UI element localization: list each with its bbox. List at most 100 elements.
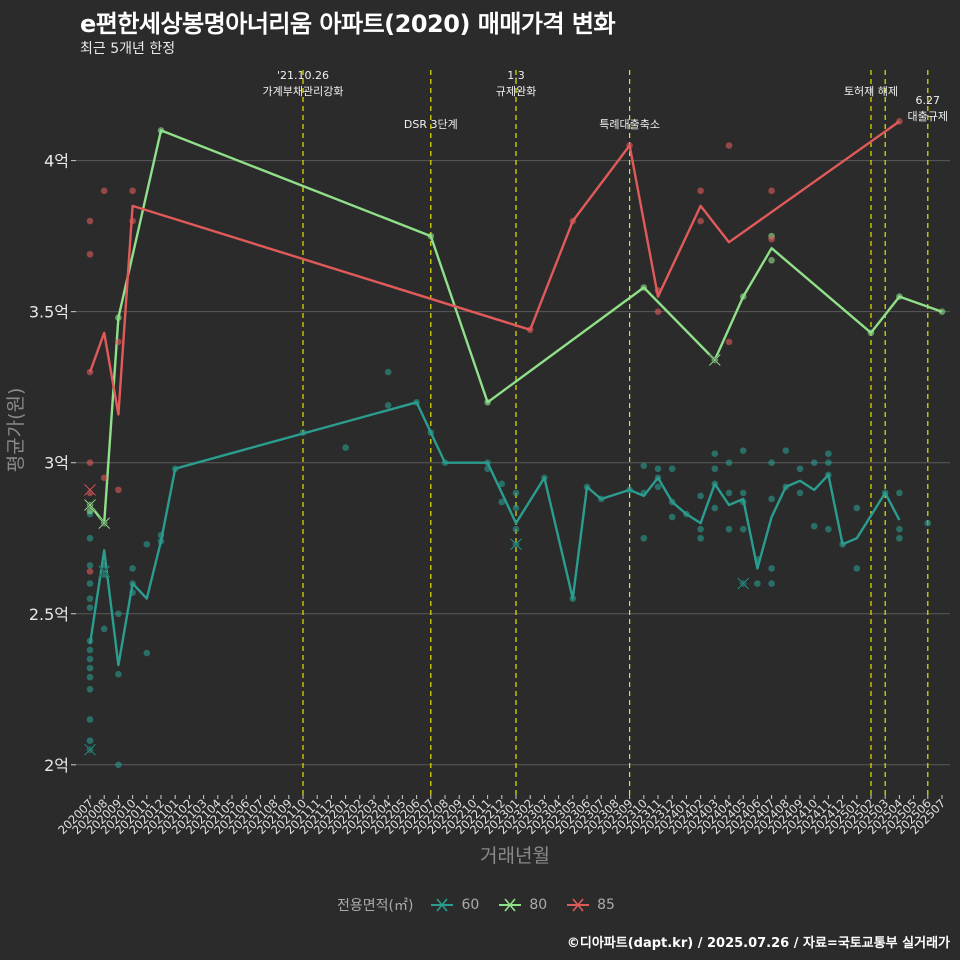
point-60 bbox=[512, 504, 520, 512]
legend-swatch-85 bbox=[567, 898, 590, 912]
line-60 bbox=[88, 401, 901, 667]
x-marker-60 bbox=[509, 538, 523, 551]
x-marker-80 bbox=[708, 353, 721, 367]
point-60 bbox=[739, 489, 747, 497]
point-85 bbox=[86, 217, 94, 225]
point-60 bbox=[810, 522, 818, 530]
point-85 bbox=[115, 338, 122, 346]
x-marker-stroke bbox=[98, 565, 111, 578]
point-60 bbox=[697, 534, 704, 542]
point-60 bbox=[796, 465, 804, 473]
point-60 bbox=[129, 565, 136, 572]
point-60 bbox=[86, 655, 94, 663]
point-80 bbox=[86, 507, 94, 515]
point-60 bbox=[640, 462, 648, 470]
point-60 bbox=[668, 513, 676, 521]
chart-subtitle: 최근 5개년 한정 bbox=[80, 41, 176, 57]
point-60 bbox=[498, 480, 506, 488]
event-label: DSR 3단계 bbox=[404, 118, 458, 131]
point-60 bbox=[86, 534, 94, 542]
series-85 bbox=[83, 118, 903, 575]
line-80 bbox=[89, 129, 943, 525]
x-marker-stroke bbox=[510, 538, 522, 551]
point-80 bbox=[768, 257, 775, 264]
point-60 bbox=[654, 483, 662, 491]
point-85 bbox=[129, 187, 136, 195]
point-60 bbox=[825, 450, 832, 457]
x-marker-stroke bbox=[84, 743, 96, 756]
point-60 bbox=[143, 649, 151, 657]
x-marker-80 bbox=[98, 517, 111, 530]
point-60 bbox=[768, 495, 775, 503]
point-85 bbox=[86, 250, 94, 258]
x-marker-60 bbox=[98, 565, 111, 578]
legend-swatch-60 bbox=[431, 898, 454, 912]
point-60 bbox=[896, 534, 903, 542]
point-60 bbox=[384, 368, 392, 376]
point-60 bbox=[725, 489, 733, 497]
point-60 bbox=[86, 664, 94, 672]
legend-title: 전용면적(㎡) bbox=[337, 898, 414, 914]
point-85 bbox=[725, 338, 733, 346]
point-60 bbox=[896, 489, 903, 497]
event-label: 1.3 규제완화 bbox=[496, 69, 536, 98]
legend-label-60: 60 bbox=[461, 897, 480, 913]
point-60 bbox=[739, 447, 747, 454]
point-60 bbox=[115, 761, 122, 769]
point-60 bbox=[711, 465, 719, 473]
point-60 bbox=[86, 604, 94, 612]
point-85 bbox=[100, 474, 108, 482]
point-60 bbox=[825, 459, 832, 467]
x-marker-60 bbox=[83, 743, 97, 756]
point-85 bbox=[725, 142, 733, 149]
point-60 bbox=[768, 459, 775, 467]
point-60 bbox=[668, 465, 676, 473]
legend-item-60: 60 bbox=[429, 897, 479, 913]
point-60 bbox=[739, 525, 747, 533]
point-60 bbox=[825, 525, 832, 533]
point-60 bbox=[711, 450, 719, 457]
point-60 bbox=[86, 562, 94, 569]
point-60 bbox=[115, 670, 122, 678]
y-tick-label: 3억 bbox=[44, 454, 69, 473]
chart-title: e편한세상봉명아너리움 아파트(2020) 매매가격 변화 bbox=[80, 10, 616, 38]
point-60 bbox=[86, 685, 94, 693]
y-tick-label: 2.5억 bbox=[29, 605, 69, 624]
legend-item-80: 80 bbox=[497, 897, 547, 913]
point-85 bbox=[654, 308, 662, 315]
y-axis-label: 평균가(원) bbox=[5, 388, 27, 473]
point-60 bbox=[86, 716, 94, 723]
x-marker-stroke bbox=[708, 354, 721, 366]
point-60 bbox=[697, 525, 704, 533]
point-60 bbox=[384, 402, 392, 409]
line-85 bbox=[88, 120, 901, 416]
x-marker-80 bbox=[83, 498, 97, 512]
series-layer bbox=[83, 118, 946, 769]
point-85 bbox=[86, 459, 94, 467]
point-60 bbox=[796, 489, 804, 497]
event-label: 6.27 대출규제 bbox=[908, 94, 948, 123]
x-marker-stroke bbox=[98, 517, 111, 529]
point-60 bbox=[512, 525, 520, 533]
point-60 bbox=[86, 737, 94, 744]
y-tick-label: 3.5억 bbox=[29, 303, 69, 322]
x-marker-85 bbox=[83, 483, 97, 496]
event-label: 특례대출축소 bbox=[599, 118, 660, 131]
point-60 bbox=[896, 525, 903, 533]
point-60 bbox=[725, 459, 733, 467]
point-60 bbox=[782, 447, 790, 454]
point-60 bbox=[654, 465, 662, 473]
point-85 bbox=[768, 235, 775, 243]
point-60 bbox=[143, 540, 151, 548]
y-tick-label: 2억 bbox=[44, 756, 69, 775]
point-60 bbox=[768, 580, 775, 587]
point-60 bbox=[640, 534, 648, 542]
point-85 bbox=[115, 486, 122, 494]
x-marker-stroke bbox=[84, 499, 96, 511]
legend-label-80: 80 bbox=[529, 897, 548, 913]
point-60 bbox=[853, 565, 861, 572]
point-85 bbox=[697, 217, 704, 225]
point-60 bbox=[711, 504, 719, 512]
point-60 bbox=[86, 595, 94, 602]
